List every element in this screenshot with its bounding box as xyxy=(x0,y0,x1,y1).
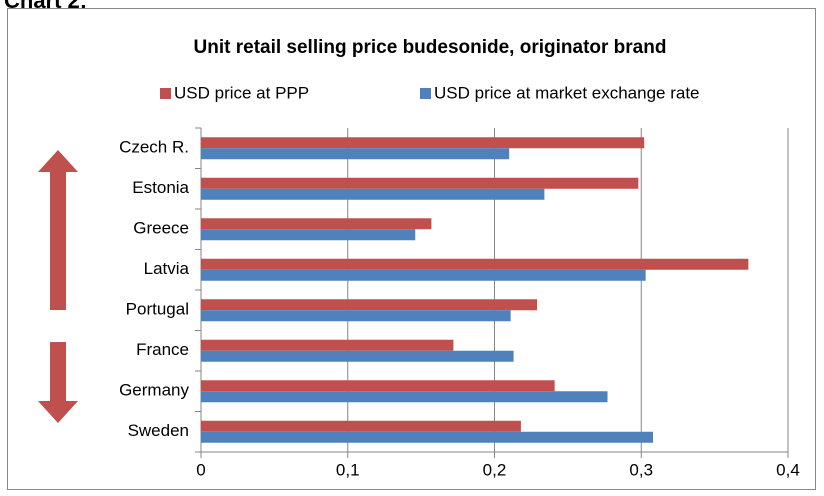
x-tick-label: 0,1 xyxy=(336,460,360,479)
bar xyxy=(201,350,514,362)
bar xyxy=(201,339,454,351)
bar xyxy=(201,218,432,230)
down-arrow xyxy=(38,342,78,423)
x-tick-label: 0,2 xyxy=(483,460,507,479)
y-tick-label: Portugal xyxy=(126,300,189,319)
up-arrow xyxy=(38,150,78,310)
bar xyxy=(201,431,653,443)
y-tick-label: Latvia xyxy=(144,259,190,278)
chart-title: Unit retail selling price budesonide, or… xyxy=(194,37,667,58)
chart-heading: Chart 2: xyxy=(4,0,87,13)
bar xyxy=(201,269,646,281)
chart-border xyxy=(7,8,816,490)
bar xyxy=(201,380,555,392)
legend-swatch xyxy=(160,88,171,99)
y-tick-label: France xyxy=(136,340,189,359)
bar xyxy=(201,188,545,200)
bar xyxy=(201,299,538,311)
bar xyxy=(201,229,416,241)
legend-label: USD price at market exchange rate xyxy=(434,83,700,102)
bar xyxy=(201,310,511,322)
bar xyxy=(201,148,510,160)
y-tick-label: Sweden xyxy=(128,421,189,440)
y-tick-label: Estonia xyxy=(132,178,189,197)
bar xyxy=(201,177,639,189)
x-tick-label: 0,3 xyxy=(629,460,653,479)
x-tick-label: 0 xyxy=(196,460,205,479)
y-tick-label: Germany xyxy=(119,381,189,400)
bar xyxy=(201,137,645,149)
y-tick-label: Czech R. xyxy=(119,138,189,157)
x-tick-label: 0,4 xyxy=(776,460,800,479)
legend-label: USD price at PPP xyxy=(174,83,309,102)
bar xyxy=(201,258,749,270)
legend-swatch xyxy=(420,88,431,99)
bar xyxy=(201,420,521,432)
bar xyxy=(201,391,608,403)
y-tick-label: Greece xyxy=(133,219,189,238)
